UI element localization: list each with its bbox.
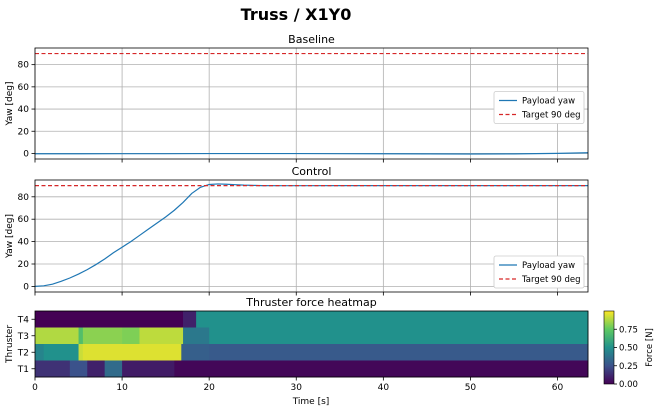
panel-title: Control [292,165,332,178]
y-axis-label: Thruster [5,325,15,364]
row-label: T3 [17,332,29,342]
legend-label: Target 90 deg [521,275,581,285]
x-tick-label: 30 [291,383,303,393]
heatmap-cell [43,344,79,361]
colorbar: 0.00 0.25 0.50 0.75 Force [N] [603,310,655,390]
y-tick-label: 60 [18,215,30,225]
y-tick-label: 0 [23,282,29,292]
x-tick-label: 20 [203,383,215,393]
heatmap-cell [35,327,79,345]
heatmap-cell [122,360,175,378]
heatmap-cell [122,327,140,345]
row-label: T1 [17,365,29,375]
heatmap-cell [35,311,184,328]
heatmap-cell [209,344,589,361]
colorbar-bar [603,310,615,385]
heatmap-cell [35,360,71,378]
x-tick-label: 60 [552,383,564,393]
heatmap-cell [78,344,84,361]
colorbar-tick-label: 0.00 [619,380,638,390]
heatmap-cell [82,344,182,361]
figure-title: Truss / X1Y0 [241,5,352,24]
axes-frame [34,47,589,160]
colorbar-tick-label: 0.25 [619,362,638,372]
y-tick-label: 0 [23,149,29,159]
heatmap-cell [196,311,589,328]
yaw-series-line [34,183,588,287]
x-tick-label: 50 [465,383,477,393]
x-tick-label: 40 [378,383,390,393]
legend-box [493,91,585,124]
panel-title: Thruster force heatmap [245,296,376,309]
control-panel: Control Yaw [deg] 0 20 40 60 80 Payload yaw Targ… [5,165,589,296]
heatmap-cell [139,327,184,345]
x-axis-label: Time [s] [292,397,330,407]
heatmap-cell [35,344,45,361]
x-tick-label: 0 [32,383,38,393]
heatmap-cell [183,327,210,345]
colorbar-tick-label: 0.75 [619,325,638,335]
heatmap-cell [209,327,589,345]
heatmap-cell [78,327,84,345]
y-tick-label: 20 [18,260,30,270]
x-tick-label: 10 [116,383,128,393]
legend-label: Payload yaw [522,261,575,271]
legend-label: Payload yaw [522,97,575,107]
legend-box [493,255,585,289]
heatmap-cell [104,360,123,378]
axes-frame [34,310,589,378]
heatmap-cell [181,344,210,361]
y-tick-label: 80 [18,61,30,71]
heatmap-cell [82,327,123,345]
axes-frame [34,179,589,293]
heatmap-cell [183,311,197,328]
colorbar-tick-label: 0.50 [619,344,638,354]
heatmap-cell [87,360,106,378]
yaw-series-line [35,152,589,155]
y-tick-label: 40 [18,238,30,248]
y-tick-label: 80 [18,193,30,203]
y-tick-label: 60 [18,83,30,93]
y-tick-label: 20 [18,127,30,137]
heatmap-cell [174,360,589,378]
row-label: T4 [17,315,29,325]
y-axis-label: Yaw [deg] [5,214,15,259]
y-axis-label: Yaw [deg] [5,82,15,127]
panel-title: Baseline [288,33,335,46]
colorbar-label: Force [N] [645,328,655,367]
baseline-panel: Baseline Yaw [deg] 0 20 40 60 80 Payload yaw Tar… [5,33,589,163]
legend-label: Target 90 deg [521,111,581,121]
heatmap-cell [69,360,88,378]
y-tick-label: 40 [18,105,30,115]
row-label: T2 [17,348,29,358]
